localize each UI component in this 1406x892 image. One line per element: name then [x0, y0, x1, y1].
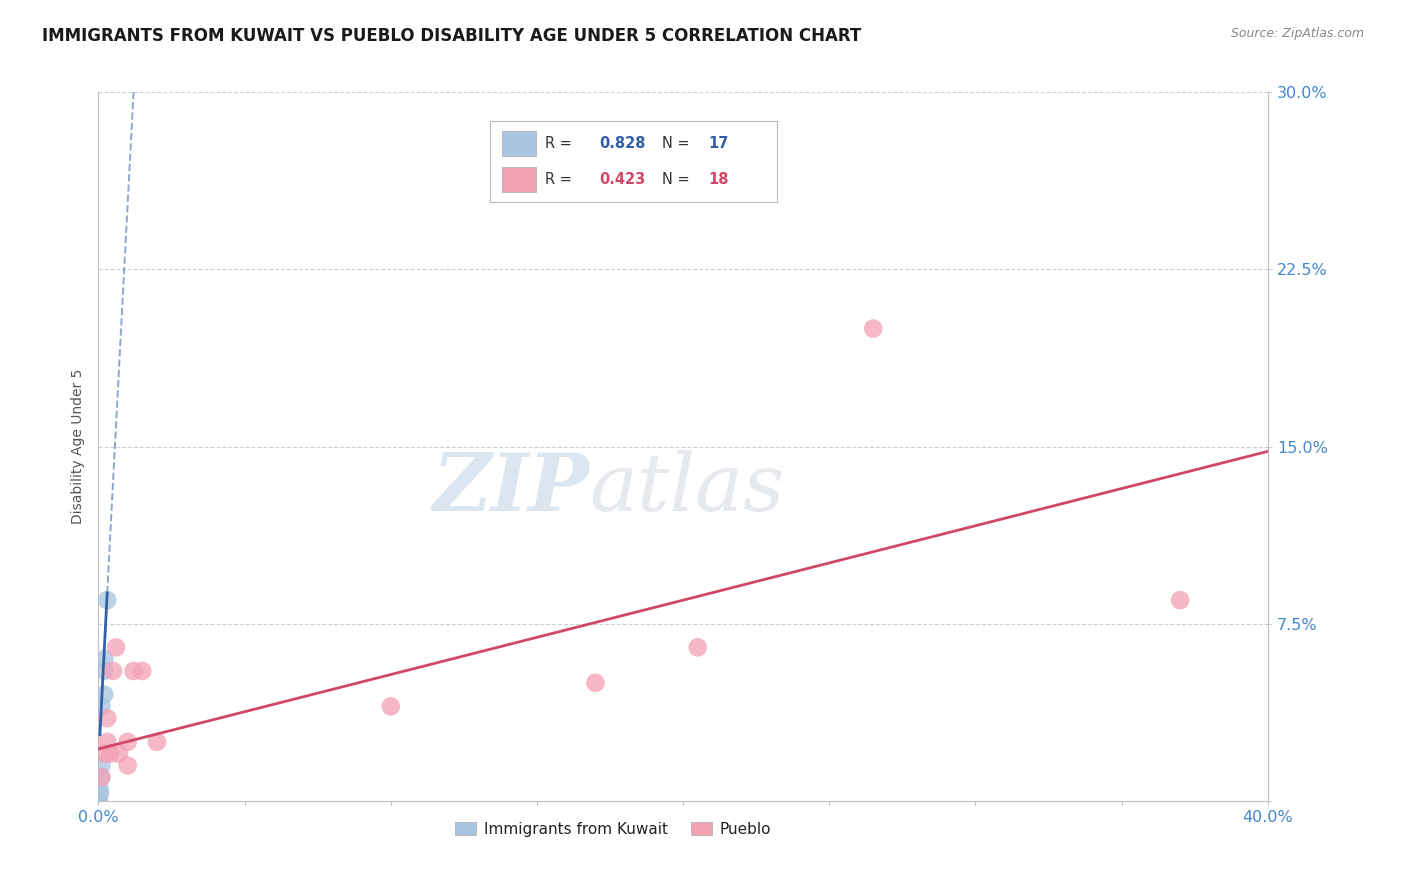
- Legend: Immigrants from Kuwait, Pueblo: Immigrants from Kuwait, Pueblo: [449, 815, 778, 843]
- Point: [93, 664, 115, 678]
- Point: [108, 747, 131, 761]
- Point: [89, 787, 111, 801]
- Text: ZIP: ZIP: [433, 450, 589, 528]
- Point: [131, 664, 153, 678]
- Point: [87, 794, 110, 808]
- Point: [87, 794, 110, 808]
- Point: [117, 735, 139, 749]
- Point: [96, 593, 118, 607]
- Point: [87, 794, 110, 808]
- Point: [93, 652, 115, 666]
- Point: [96, 735, 118, 749]
- Point: [90, 770, 112, 784]
- Point: [583, 675, 606, 690]
- Point: [146, 735, 169, 749]
- Point: [87, 794, 110, 808]
- Point: [87, 794, 110, 808]
- Point: [90, 770, 112, 784]
- Point: [87, 794, 110, 808]
- Point: [1168, 593, 1191, 607]
- Point: [101, 664, 124, 678]
- Point: [686, 640, 709, 655]
- Point: [89, 782, 111, 797]
- Text: IMMIGRANTS FROM KUWAIT VS PUEBLO DISABILITY AGE UNDER 5 CORRELATION CHART: IMMIGRANTS FROM KUWAIT VS PUEBLO DISABIL…: [42, 27, 862, 45]
- Point: [90, 758, 112, 772]
- Point: [122, 664, 145, 678]
- Point: [104, 640, 127, 655]
- Point: [117, 758, 139, 772]
- Point: [87, 794, 110, 808]
- Point: [90, 699, 112, 714]
- Point: [98, 747, 121, 761]
- Point: [862, 321, 884, 335]
- Text: Source: ZipAtlas.com: Source: ZipAtlas.com: [1230, 27, 1364, 40]
- Point: [93, 747, 115, 761]
- Point: [87, 794, 110, 808]
- Point: [380, 699, 402, 714]
- Point: [96, 711, 118, 725]
- Point: [93, 688, 115, 702]
- Text: atlas: atlas: [589, 450, 785, 528]
- Y-axis label: Disability Age Under 5: Disability Age Under 5: [72, 369, 86, 524]
